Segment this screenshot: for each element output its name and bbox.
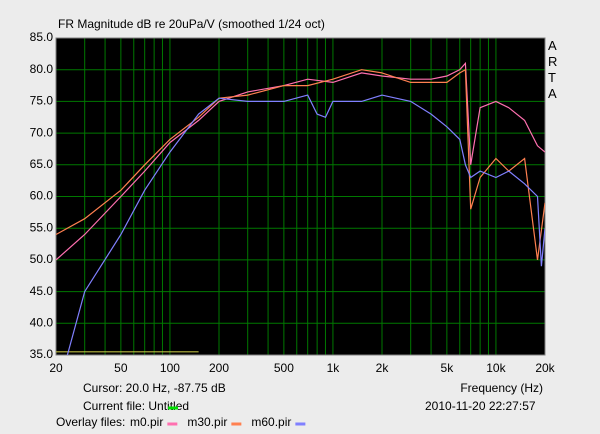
- chart-title: FR Magnitude dB re 20uPa/V (smoothed 1/2…: [58, 17, 325, 31]
- y-tick-label: 35.0: [30, 347, 54, 361]
- x-tick-label: 10k: [486, 361, 506, 375]
- y-tick-label: 80.0: [30, 62, 54, 76]
- x-tick-label: 100: [160, 361, 180, 375]
- series-line: [66, 94, 545, 355]
- side-label: ARTA: [548, 38, 558, 101]
- x-tick-label: 5k: [441, 361, 455, 375]
- y-tick-label: 40.0: [30, 315, 54, 329]
- x-tick-label: 20: [49, 361, 63, 375]
- y-tick-label: 75.0: [30, 94, 54, 108]
- legend-label: m60.pir: [251, 415, 291, 429]
- x-tick-label: 200: [209, 361, 229, 375]
- series-line: [56, 68, 545, 260]
- overlay-text: Overlay files:: [56, 415, 125, 429]
- cursor-text: Cursor: 20.0 Hz, -87.75 dB: [83, 381, 226, 395]
- x-tick-label: 20k: [535, 361, 555, 375]
- y-tick-label: 45.0: [30, 284, 54, 298]
- y-tick-label: 70.0: [30, 125, 54, 139]
- legend-label: m0.pir: [130, 415, 163, 429]
- x-axis-label: Frequency (Hz): [460, 381, 543, 395]
- timestamp: 2010-11-20 22:27:57: [425, 399, 536, 413]
- current-file-text: Current file: Untitled: [83, 399, 189, 413]
- y-tick-label: 65.0: [30, 157, 54, 171]
- x-tick-label: 500: [274, 361, 294, 375]
- x-tick-label: 50: [114, 361, 128, 375]
- y-tick-label: 85.0: [30, 30, 54, 44]
- y-tick-label: 60.0: [30, 189, 54, 203]
- y-tick-label: 55.0: [30, 220, 54, 234]
- plot-border: [55, 37, 546, 356]
- y-tick-label: 50.0: [30, 252, 54, 266]
- series-line: [56, 61, 545, 261]
- x-tick-label: 1k: [327, 361, 341, 375]
- x-tick-label: 2k: [376, 361, 390, 375]
- legend-label: m30.pir: [187, 415, 227, 429]
